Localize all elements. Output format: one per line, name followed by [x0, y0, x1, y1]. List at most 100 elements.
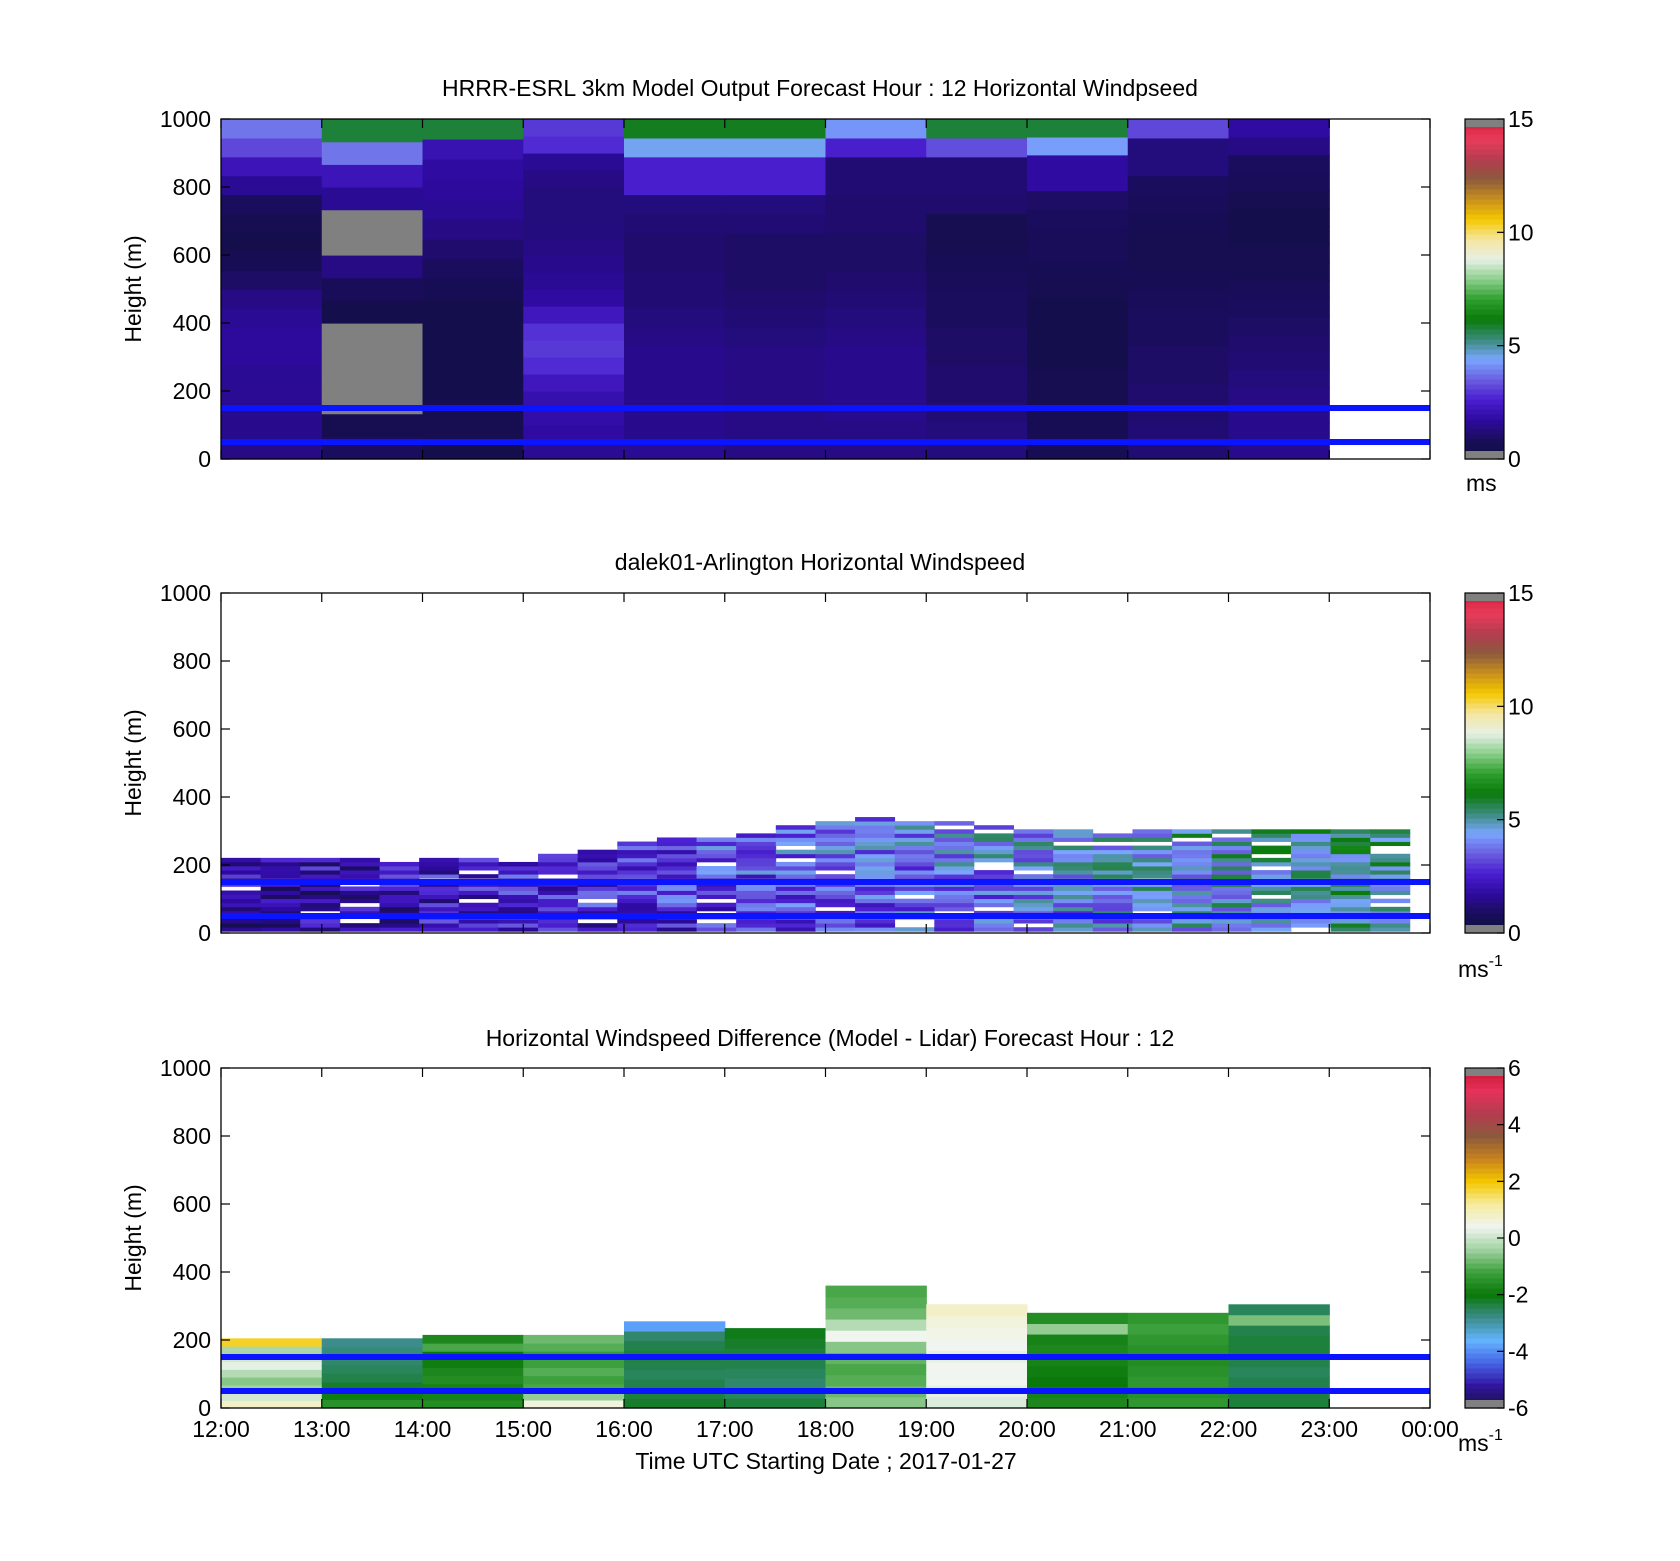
model-cell — [1228, 387, 1330, 406]
lidar-cell — [855, 870, 896, 875]
lidar-cell — [815, 874, 856, 879]
lidar-cell — [1013, 837, 1054, 842]
lidar-cell — [498, 898, 539, 904]
colorbar-segment — [1465, 1323, 1504, 1329]
lidar-cell — [656, 902, 697, 908]
lidar-cell — [815, 927, 856, 932]
lidar-cell — [1211, 906, 1252, 912]
lidar-cell — [1172, 902, 1213, 908]
lidar-cell — [1172, 906, 1213, 912]
y-tick-label: 800 — [173, 174, 211, 200]
colorbar-segment — [1465, 134, 1504, 140]
model-cell — [1228, 333, 1330, 353]
difference-cell — [1127, 1312, 1230, 1324]
lidar-cell — [617, 923, 658, 928]
lidar-cell — [617, 886, 658, 891]
lidar-cell — [1290, 902, 1331, 908]
lidar-cell — [221, 898, 262, 904]
y-tick-label: 0 — [198, 446, 211, 472]
colorbar-segment — [1465, 1143, 1504, 1149]
lidar-cell — [656, 849, 697, 855]
colorbar-segment — [1465, 224, 1504, 230]
lidar-cell — [696, 870, 737, 875]
lidar-cell — [815, 861, 856, 867]
colorbar-segment — [1465, 668, 1504, 674]
lidar-cell — [973, 841, 1014, 847]
lidar-cell — [1172, 849, 1213, 855]
colorbar-segment — [1465, 828, 1504, 834]
colorbar-segment — [1465, 354, 1504, 360]
lidar-cell — [775, 874, 816, 879]
lidar-cell — [538, 853, 579, 859]
panel-difference-x-ticks: 12:00 13:00 14:00 15:00 16:00 17:00 18:00 19:00… — [192, 1068, 1459, 1442]
lidar-cell — [736, 837, 777, 842]
lidar-cell — [1132, 857, 1173, 863]
lidar-cell — [538, 898, 579, 904]
lidar-cell — [1251, 837, 1292, 842]
colorbar-tick-label: -6 — [1508, 1395, 1528, 1421]
model-cell — [1027, 226, 1129, 245]
lidar-cell — [577, 866, 618, 871]
colorbar-segment — [1465, 274, 1504, 280]
panel-difference-reference-lines — [221, 1354, 1430, 1394]
colorbar-segment — [1465, 1118, 1504, 1124]
lidar-cell — [775, 919, 816, 924]
lidar-cell — [260, 870, 301, 875]
lidar-cell — [300, 894, 341, 900]
lidar-cell — [1370, 861, 1411, 867]
colorbar-segment — [1465, 1283, 1504, 1289]
lidar-cell — [815, 849, 856, 855]
lidar-cell — [736, 866, 777, 871]
lidar-cell — [379, 886, 420, 891]
lidar-cell — [1330, 829, 1371, 834]
model-cell — [321, 232, 424, 256]
colorbar-segment — [1465, 1153, 1504, 1159]
difference-cell — [724, 1328, 827, 1339]
lidar-cell — [617, 919, 658, 924]
model-cell — [624, 326, 726, 347]
lidar-cell — [934, 821, 975, 826]
lidar-cell — [696, 923, 737, 928]
lidar-cell — [379, 870, 420, 875]
lidar-cell — [617, 874, 658, 879]
lidar-cell — [1330, 886, 1371, 891]
model-cell — [1127, 156, 1230, 177]
lidar-cell — [1013, 898, 1054, 904]
lidar-cell — [1330, 833, 1371, 838]
colorbar-segment — [1465, 1308, 1504, 1314]
lidar-cell — [1370, 890, 1411, 895]
colorbar-segment — [1465, 768, 1504, 774]
difference-cell — [321, 1338, 424, 1348]
model-cell — [1127, 119, 1230, 139]
lidar-cell — [260, 898, 301, 904]
model-cell — [422, 259, 524, 280]
colorbar-segment — [1465, 1268, 1504, 1274]
model-cell — [321, 255, 424, 279]
colorbar-segment — [1465, 414, 1504, 420]
lidar-cell — [696, 841, 737, 847]
panel-lidar-colorbar-unit: ms-1 — [1458, 953, 1503, 982]
lidar-cell — [934, 833, 975, 838]
model-cell — [422, 219, 524, 240]
lidar-cell — [419, 927, 460, 932]
panel-model-colorbar-unit: ms — [1466, 470, 1497, 496]
model-cell — [724, 194, 827, 215]
model-cell — [624, 137, 726, 158]
difference-cell — [523, 1383, 625, 1393]
x-tick-label: 21:00 — [1099, 1416, 1157, 1442]
colorbar-tick-label: 5 — [1508, 807, 1521, 833]
model-cell — [926, 326, 1028, 347]
colorbar-segment — [1465, 334, 1504, 340]
colorbar-segment — [1465, 369, 1504, 375]
model-cell — [926, 156, 1028, 177]
colorbar-segment — [1465, 1343, 1504, 1349]
lidar-cell — [1251, 845, 1292, 851]
lidar-cell — [221, 890, 262, 895]
lidar-cell — [1053, 866, 1094, 871]
model-cell — [624, 156, 726, 177]
lidar-cell — [855, 817, 896, 822]
model-cell — [321, 187, 424, 211]
lidar-cell — [458, 927, 499, 932]
model-cell — [926, 289, 1028, 309]
model-cell — [724, 232, 827, 252]
